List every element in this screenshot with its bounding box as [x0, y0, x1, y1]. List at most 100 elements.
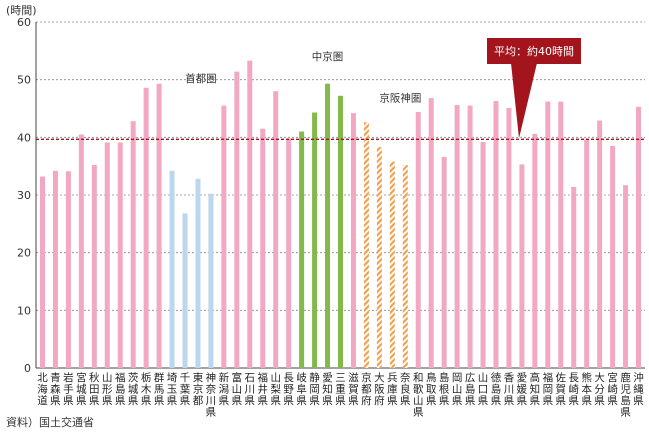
- x-tick-label: 千葉県: [180, 372, 191, 407]
- x-tick-label: 富山県: [232, 371, 243, 407]
- group-label: 首都圏: [185, 72, 217, 85]
- bar: [273, 91, 279, 368]
- x-tick-label: 福井県: [258, 371, 269, 407]
- bar: [363, 122, 369, 368]
- x-tick-label: 島根県: [439, 371, 450, 407]
- bar: [65, 171, 71, 368]
- bar: [182, 213, 188, 368]
- y-tick-label: 20: [17, 247, 31, 260]
- x-tick-label: 高知県: [530, 371, 541, 407]
- bar: [558, 101, 564, 368]
- y-tick-label: 60: [17, 16, 31, 29]
- x-tick-label: 岡山県: [452, 372, 463, 407]
- callout-text: 平均：約40時間: [494, 44, 574, 58]
- group-label: 京阪神圏: [379, 92, 421, 105]
- bar: [325, 83, 331, 368]
- bar: [532, 133, 538, 368]
- bar: [389, 161, 395, 368]
- y-tick-label: 40: [17, 131, 31, 144]
- x-tick-label: 奈良県: [400, 371, 411, 407]
- y-tick-label: 50: [17, 74, 31, 87]
- x-tick-label: 福島県: [115, 371, 126, 407]
- callout-pointer: [511, 63, 537, 139]
- bar: [506, 107, 512, 368]
- bar: [156, 83, 162, 368]
- x-tick-label: 徳島県: [491, 371, 502, 407]
- x-tick-label: 山口県: [478, 372, 489, 407]
- bar: [234, 71, 240, 369]
- bar: [104, 142, 110, 368]
- bar: [519, 164, 525, 368]
- bar: [39, 176, 45, 368]
- x-tick-label: 大分県: [594, 371, 605, 407]
- x-tick-label: 沖縄県: [633, 371, 644, 407]
- x-tick-label: 香川県: [504, 372, 515, 407]
- x-tick-label: 栃木県: [141, 371, 152, 407]
- x-tick-label: 東京都: [193, 371, 204, 407]
- x-tick-label: 石川県: [245, 372, 256, 407]
- bar: [260, 128, 266, 368]
- bar: [208, 193, 214, 368]
- bar: [143, 87, 149, 369]
- x-tick-label: 静岡県: [309, 371, 320, 407]
- bar: [376, 147, 382, 368]
- bar: [545, 101, 551, 368]
- x-tick-label: 北海道: [37, 372, 48, 407]
- bar: [493, 101, 499, 369]
- bar: [286, 138, 292, 368]
- x-tick-label: 兵庫県: [387, 371, 398, 407]
- x-tick-label: 佐賀県: [556, 371, 567, 407]
- x-tick-label: 埼玉県: [167, 371, 178, 407]
- x-tick-label: 長野県: [283, 372, 294, 407]
- x-tick-label: 青森県: [50, 371, 61, 407]
- x-tick-label: 岐阜県: [296, 371, 307, 407]
- x-tick-labels: 北海道青森県岩手県宮城県秋田県山形県福島県茨城県栃木県群馬県埼玉県千葉県東京都神…: [37, 371, 644, 419]
- x-tick-label: 広島県: [465, 371, 476, 407]
- x-tick-label: 和歌山県: [413, 372, 424, 419]
- bar: [415, 111, 421, 369]
- bar: [338, 95, 343, 369]
- bar: [52, 170, 58, 368]
- x-tick-label: 秋田県: [89, 371, 100, 407]
- x-tick-label: 神奈川県: [206, 371, 217, 419]
- x-tick-label: 山形県: [102, 372, 113, 407]
- y-tick-labels: 0 10 20 30 40 50 60: [17, 16, 31, 375]
- x-tick-label: 宮崎県: [607, 371, 618, 407]
- bar: [169, 170, 175, 368]
- y-tick-label: 0: [24, 362, 31, 375]
- bar: [299, 131, 305, 368]
- y-tick-label: 10: [17, 304, 31, 317]
- bars: [39, 60, 642, 369]
- x-tick-label: 福岡県: [543, 371, 554, 407]
- x-tick-label: 京都府: [361, 371, 372, 407]
- bar: [467, 105, 473, 368]
- bar: [623, 185, 629, 368]
- group-label: 中京圏: [312, 50, 344, 63]
- x-tick-label: 茨城県: [128, 371, 139, 407]
- bar: [571, 186, 577, 368]
- bar: [636, 106, 642, 369]
- x-tick-label: 熊本県: [581, 371, 592, 407]
- x-tick-label: 山梨県: [270, 372, 281, 407]
- bar: [78, 134, 84, 368]
- callout-box: [487, 38, 581, 64]
- bar: [195, 178, 201, 368]
- x-tick-label: 鹿児島県: [620, 371, 631, 419]
- source-note: 資料）国土交通省: [6, 416, 94, 429]
- bar: [221, 105, 227, 368]
- x-tick-label: 宮城県: [76, 371, 87, 407]
- bar: [117, 142, 123, 368]
- x-tick-label: 岩手県: [63, 371, 74, 407]
- x-tick-label: 鳥取県: [426, 371, 437, 407]
- bar: [584, 139, 590, 368]
- bar: [130, 121, 136, 368]
- bar: [312, 112, 318, 368]
- x-tick-label: 滋賀県: [348, 371, 359, 407]
- bar: [350, 113, 356, 368]
- bar: [91, 165, 97, 368]
- bar: [428, 98, 434, 369]
- y-unit-label: (時間): [6, 4, 37, 17]
- bar: [454, 105, 460, 368]
